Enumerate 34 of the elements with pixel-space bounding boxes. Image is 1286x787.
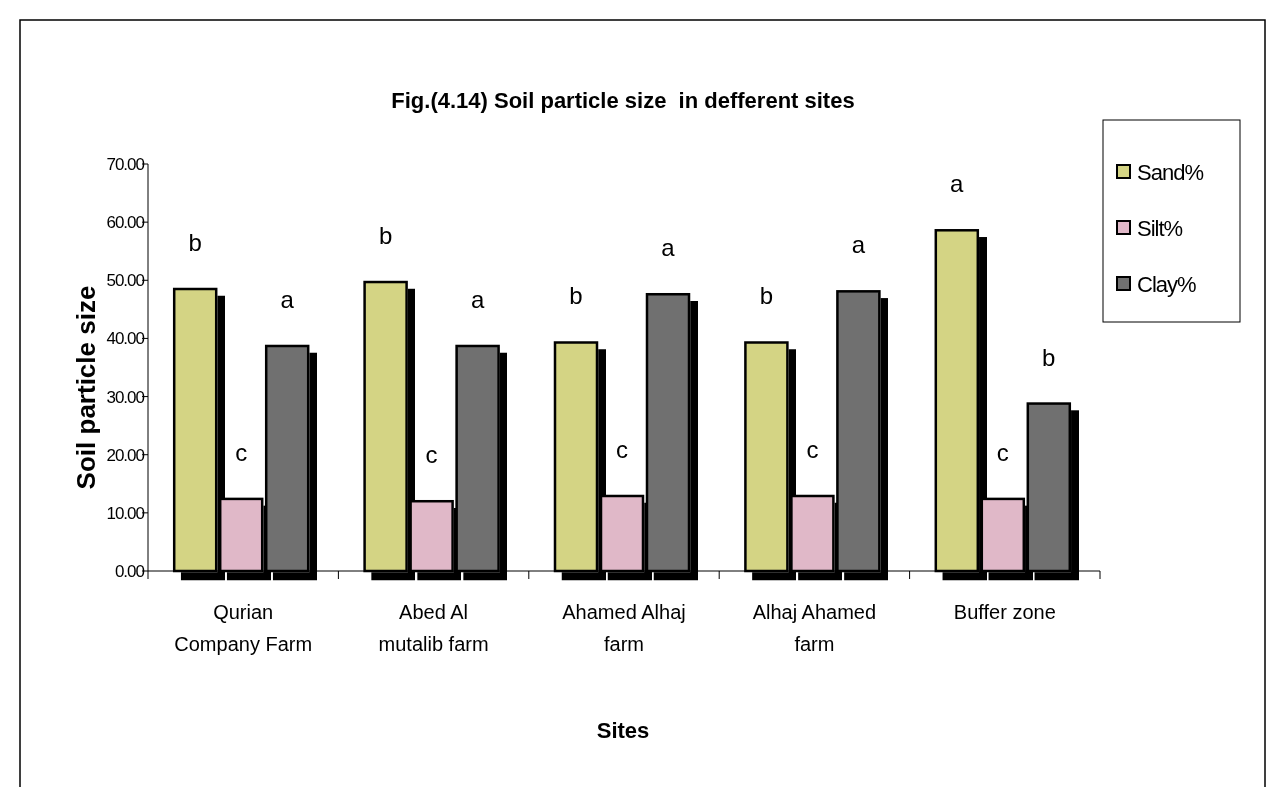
data-label: c xyxy=(425,441,438,469)
legend-label: Silt% xyxy=(1137,215,1183,241)
data-label: b xyxy=(378,222,393,250)
x-tick-label: Abed Al mutalib farm xyxy=(378,601,489,655)
x-axis-title: Sites xyxy=(596,718,650,743)
y-tick-label: 70.00 xyxy=(106,154,145,174)
data-label: b xyxy=(569,282,583,310)
data-label: b xyxy=(759,282,774,310)
x-tick-label: Qurian Company Farm xyxy=(174,601,313,655)
y-axis-title: Soil particle size xyxy=(71,285,101,490)
x-tick-label: Ahamed Alhaj farm xyxy=(562,601,686,655)
data-label: c xyxy=(806,436,819,463)
y-tick-label: 20.00 xyxy=(106,445,145,465)
x-tick-label: Buffer zone xyxy=(953,601,1056,623)
data-label: b xyxy=(1042,343,1056,371)
x-tick-label: Alhaj Ahamed farm xyxy=(752,601,877,655)
y-tick-label: 50.00 xyxy=(106,271,145,291)
y-tick-label: 40.00 xyxy=(106,329,145,349)
data-label: a xyxy=(470,285,485,313)
data-label: c xyxy=(235,438,248,466)
y-tick-label: 60.00 xyxy=(106,213,145,233)
y-tick-label: 10.00 xyxy=(106,503,145,523)
data-label: b xyxy=(188,229,202,257)
data-label: c xyxy=(996,438,1009,466)
data-label: a xyxy=(851,231,866,259)
legend-label: Sand% xyxy=(1137,159,1204,185)
data-label: a xyxy=(661,234,676,262)
data-label: a xyxy=(280,285,295,313)
data-label: a xyxy=(950,170,965,198)
y-tick-label: 0.00 xyxy=(114,561,145,581)
y-tick-label: 30.00 xyxy=(106,387,145,407)
legend-label: Clay% xyxy=(1137,271,1197,297)
data-label: c xyxy=(616,436,628,463)
chart-title: Fig.(4.14) Soil particle size in defferent sites xyxy=(391,88,855,113)
